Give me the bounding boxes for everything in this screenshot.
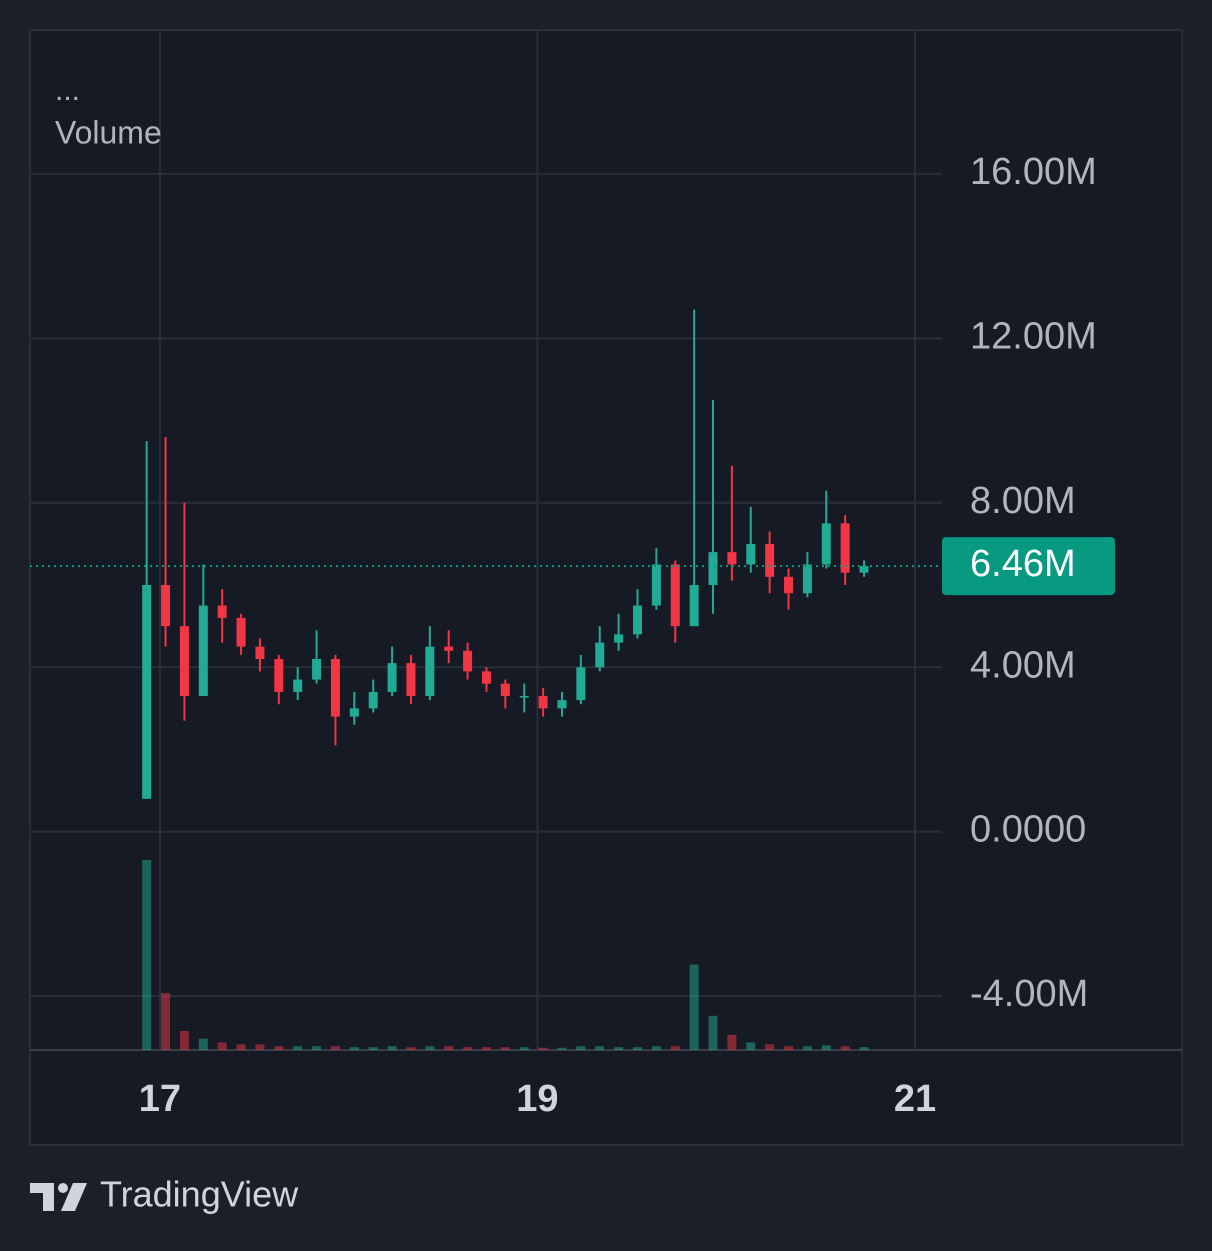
volume-bar <box>142 860 152 1050</box>
volume-bar <box>595 1046 605 1050</box>
candle-body <box>217 605 227 618</box>
candle-body <box>236 617 246 647</box>
volume-bar <box>576 1046 586 1050</box>
volume-bar <box>463 1047 473 1050</box>
candle-body <box>727 552 737 565</box>
candle-body <box>746 543 756 565</box>
candle-body <box>330 659 340 717</box>
candle-body <box>821 523 831 565</box>
candle-body <box>293 679 303 692</box>
candle-body <box>425 646 435 697</box>
candle-body <box>368 691 378 709</box>
last-price-box <box>942 537 1115 596</box>
volume-bar <box>670 1046 680 1050</box>
candle-body <box>765 543 775 577</box>
candle-body <box>519 696 529 698</box>
candle-body <box>274 659 284 692</box>
candle-body <box>444 646 454 651</box>
candle-body <box>312 659 322 680</box>
x-tick-label: 17 <box>139 1078 181 1120</box>
candle-body <box>670 564 680 627</box>
volume-bar <box>425 1046 435 1050</box>
volume-bar <box>538 1047 548 1050</box>
volume-bar <box>236 1044 246 1050</box>
candle-body <box>840 523 850 573</box>
candle-body <box>689 585 699 627</box>
candle-body <box>406 663 416 697</box>
volume-bar <box>274 1046 284 1050</box>
volume-bar <box>557 1047 567 1050</box>
candle-body <box>255 646 265 660</box>
volume-bar <box>632 1047 642 1050</box>
candle-body <box>614 634 624 643</box>
volume-bar <box>784 1046 794 1050</box>
volume-bar <box>746 1042 756 1050</box>
candle-body <box>349 708 359 717</box>
candle-body <box>651 564 661 606</box>
candle-body <box>481 671 491 684</box>
candle-body <box>784 576 794 594</box>
y-tick-label: -4.00M <box>970 973 1088 1015</box>
y-tick-label: 4.00M <box>970 644 1076 686</box>
candle-body <box>632 605 642 635</box>
volume-bar <box>765 1044 775 1050</box>
volume-bar <box>368 1047 378 1050</box>
candle-body <box>538 696 548 709</box>
volume-bar <box>293 1046 303 1050</box>
candle-body <box>161 585 171 627</box>
last-price-label: 6.46M <box>970 543 1076 585</box>
candle-body <box>387 663 397 692</box>
volume-bar <box>802 1046 812 1050</box>
volume-bar <box>689 964 699 1050</box>
volume-bar <box>406 1047 416 1050</box>
y-tick-label: 8.00M <box>970 480 1076 522</box>
candle-body <box>142 585 152 799</box>
candle-body <box>859 566 869 573</box>
candles <box>142 309 869 799</box>
volume-bar <box>821 1045 831 1050</box>
chart-title: Volume <box>55 114 162 150</box>
x-tick-label: 19 <box>516 1078 558 1120</box>
volume-bar <box>217 1042 227 1050</box>
volume-bar <box>330 1046 340 1050</box>
candle-body <box>595 642 605 668</box>
candle-body <box>802 564 812 594</box>
grid <box>30 30 942 1050</box>
volume-bar <box>179 1031 189 1050</box>
volume-bar <box>161 993 171 1050</box>
volume-bar <box>387 1046 397 1050</box>
volume-bar <box>859 1047 869 1050</box>
candle-body <box>463 650 473 672</box>
volume-bar <box>708 1015 718 1050</box>
volume-bars <box>142 860 869 1050</box>
volume-bar <box>519 1047 529 1050</box>
logo <box>30 1183 87 1211</box>
volume-bar <box>727 1034 737 1050</box>
volume-bar <box>198 1038 208 1050</box>
brand: TradingView <box>100 1174 299 1215</box>
volume-bar <box>840 1046 850 1050</box>
candle-body <box>708 552 718 586</box>
x-tick-label: 21 <box>894 1078 936 1120</box>
candle-body <box>557 700 567 709</box>
volume-bar <box>500 1047 510 1050</box>
volume-bar <box>349 1047 359 1050</box>
volume-bar <box>481 1047 491 1050</box>
y-tick-label: 16.00M <box>970 151 1097 193</box>
volume-bar <box>312 1046 322 1050</box>
candle-body <box>198 605 208 697</box>
candle-body <box>500 683 510 697</box>
axes: -4.00M 0.0000 4.00M 8.00M 12.00M 16.00M 17 19 21… <box>30 151 1115 1120</box>
candle-body <box>576 667 586 701</box>
volume-bar <box>255 1044 265 1050</box>
volume-bar <box>614 1047 624 1050</box>
y-tick-label: 12.00M <box>970 315 1097 357</box>
volume-bar <box>651 1046 661 1050</box>
candle-body <box>179 626 189 697</box>
menu-dots[interactable]: ... <box>55 74 80 107</box>
volume-bar <box>444 1046 454 1050</box>
y-tick-label: 0.0000 <box>970 809 1086 851</box>
